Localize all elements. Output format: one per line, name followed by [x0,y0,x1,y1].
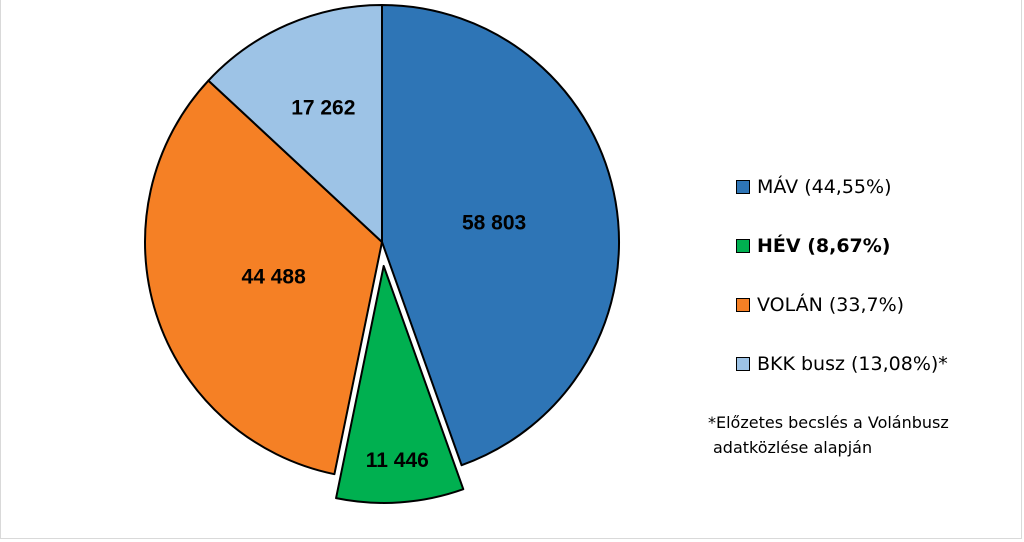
pie-slice-h-v [335,264,465,504]
legend-swatch-bkk [736,357,750,371]
legend-item-bkk: BKK busz (13,08%)* [736,349,948,379]
legend-swatch-hev [736,239,750,253]
slice-label-vol-n: 44 488 [242,266,307,289]
legend-item-volan: VOLÁN (33,7%) [736,290,948,320]
legend-label-volan: VOLÁN (33,7%) [757,294,905,316]
slice-label-bkk-busz: 17 262 [291,96,355,119]
legend-swatch-volan [736,298,750,312]
footnote-line-2: adatközlése alapján [713,438,873,457]
legend-item-hev: HÉV (8,67%) [736,231,948,261]
legend-label-hev: HÉV (8,67%) [757,235,891,257]
legend-label-bkk: BKK busz (13,08%)* [757,353,948,375]
legend-swatch-mav [736,180,750,194]
legend: MÁV (44,55%) HÉV (8,67%) VOLÁN (33,7%) B… [736,172,948,408]
legend-label-mav: MÁV (44,55%) [757,176,892,198]
slice-label-m-v: 58 803 [462,212,526,235]
pie-slice-vol-n [144,79,383,476]
pie-chart: 58 803 11 446 44 488 17 262 [144,4,620,504]
footnote: *Előzetes becslés a Volánbusz adatközlés… [708,410,949,460]
pie-slice-bkk-busz [207,4,383,243]
slice-label-h-v: 11 446 [366,449,429,472]
legend-item-mav: MÁV (44,55%) [736,172,948,202]
footnote-line-1: *Előzetes becslés a Volánbusz [708,413,949,432]
pie-slice-m-v [381,4,620,467]
